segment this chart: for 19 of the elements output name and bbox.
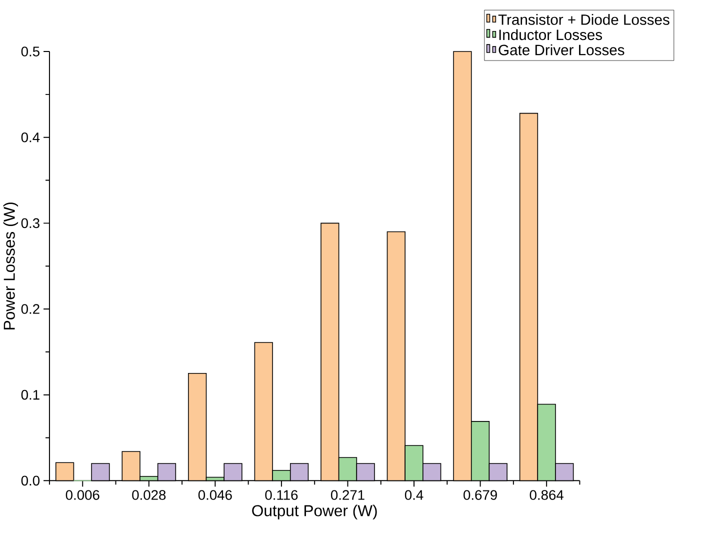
y-tick-label: 0.1 [21,390,40,400]
x-tick-label: 0.864 [530,490,564,500]
y-tick-label: 0.2 [21,304,40,314]
y-tick-label: 0.4 [21,132,40,142]
x-tick-label: 0.028 [132,490,166,500]
x-tick-label: 0.679 [464,490,497,500]
x-tick-label: 0.046 [198,490,232,500]
x-tick-label: 0.4 [404,490,424,500]
y-tick-label: 0.5 [21,46,40,56]
y-axis-title: Power Losses (W) [3,202,18,330]
y-tick-label: 0.0 [21,476,40,486]
legend-label: Inductor Losses [499,29,602,40]
x-tick-label: 0.116 [265,490,298,500]
x-tick-label: 0.006 [66,490,100,500]
x-axis-title: Output Power (W) [252,504,377,520]
x-tick-label: 0.271 [330,490,364,500]
legend-label: Gate Driver Losses [498,44,624,56]
legend-label: Transistor + Diode Losses [498,14,670,25]
y-tick-label: 0.3 [21,218,40,228]
